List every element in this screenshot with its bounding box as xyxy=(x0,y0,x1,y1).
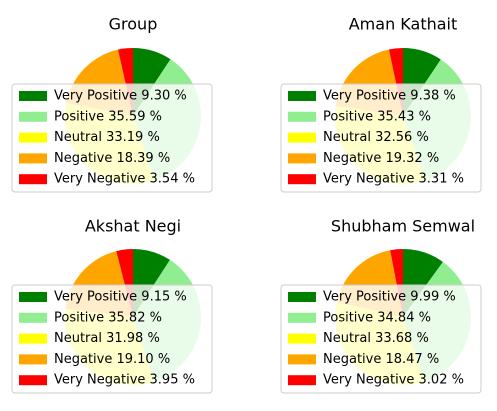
legend-swatch xyxy=(19,91,47,101)
legend-swatch xyxy=(288,333,316,344)
pie-panel: Shubham Semwal Very Positive 9.99 % Positi… xyxy=(280,217,482,394)
legend-swatch xyxy=(19,375,47,386)
legend-swatch xyxy=(19,292,47,302)
legend-swatch xyxy=(288,111,316,122)
pie-panel: Akshat Negi Very Positive 9.15 % Positive … xyxy=(11,217,213,394)
chart-title: Akshat Negi xyxy=(85,217,181,236)
legend-frame xyxy=(280,284,482,394)
legend-label: Negative 19.10 % xyxy=(54,352,170,367)
chart-title: Aman Kathait xyxy=(349,15,458,34)
legend-label: Very Positive 9.99 % xyxy=(323,290,456,305)
legend-label: Positive 34.84 % xyxy=(323,310,431,325)
legend-label: Positive 35.82 % xyxy=(54,310,162,325)
legend-label: Very Positive 9.15 % xyxy=(54,290,187,305)
legend-frame xyxy=(11,83,213,193)
legend-label: Neutral 31.98 % xyxy=(54,331,160,346)
legend-swatch xyxy=(288,354,316,365)
legend-swatch xyxy=(19,174,47,185)
legend-swatch xyxy=(19,153,47,164)
legend-swatch xyxy=(288,312,316,323)
legend-label: Neutral 33.68 % xyxy=(323,331,429,346)
legend-label: Positive 35.59 % xyxy=(54,109,162,124)
legend: Very Positive 9.15 % Positive 35.82 % Neut… xyxy=(11,284,213,394)
chart-title: Group xyxy=(109,15,158,34)
legend-swatch xyxy=(19,111,47,122)
pie-panel: Group Very Positive 9.30 % Positive 35.59 … xyxy=(11,15,213,193)
legend-label: Very Negative 3.95 % xyxy=(54,373,195,388)
legend-label: Very Positive 9.38 % xyxy=(323,89,456,104)
legend-label: Very Positive 9.30 % xyxy=(54,89,187,104)
legend-label: Very Negative 3.31 % xyxy=(323,172,464,187)
legend-swatch xyxy=(288,132,316,143)
legend: Very Positive 9.99 % Positive 34.84 % Neut… xyxy=(280,284,482,394)
legend-label: Very Negative 3.54 % xyxy=(54,172,195,187)
legend-label: Positive 35.43 % xyxy=(323,109,431,124)
legend-swatch xyxy=(288,375,316,386)
legend-frame xyxy=(280,83,482,193)
legend-swatch xyxy=(288,153,316,164)
legend: Very Positive 9.30 % Positive 35.59 % Neut… xyxy=(11,83,213,193)
legend-swatch xyxy=(19,333,47,344)
legend: Very Positive 9.38 % Positive 35.43 % Neut… xyxy=(280,83,482,193)
legend-label: Neutral 32.56 % xyxy=(323,130,429,145)
legend-swatch xyxy=(19,312,47,323)
chart-title: Shubham Semwal xyxy=(331,217,475,236)
legend-swatch xyxy=(19,132,47,143)
legend-frame xyxy=(11,284,213,394)
legend-swatch xyxy=(288,292,316,302)
legend-swatch xyxy=(288,174,316,185)
legend-label: Very Negative 3.02 % xyxy=(323,373,464,388)
legend-swatch xyxy=(19,354,47,365)
legend-label: Neutral 33.19 % xyxy=(54,130,160,145)
legend-swatch xyxy=(288,91,316,101)
pie-panel: Aman Kathait Very Positive 9.38 % Positive… xyxy=(280,15,482,193)
legend-label: Negative 18.39 % xyxy=(54,151,170,166)
legend-label: Negative 18.47 % xyxy=(323,352,439,367)
legend-label: Negative 19.32 % xyxy=(323,151,439,166)
